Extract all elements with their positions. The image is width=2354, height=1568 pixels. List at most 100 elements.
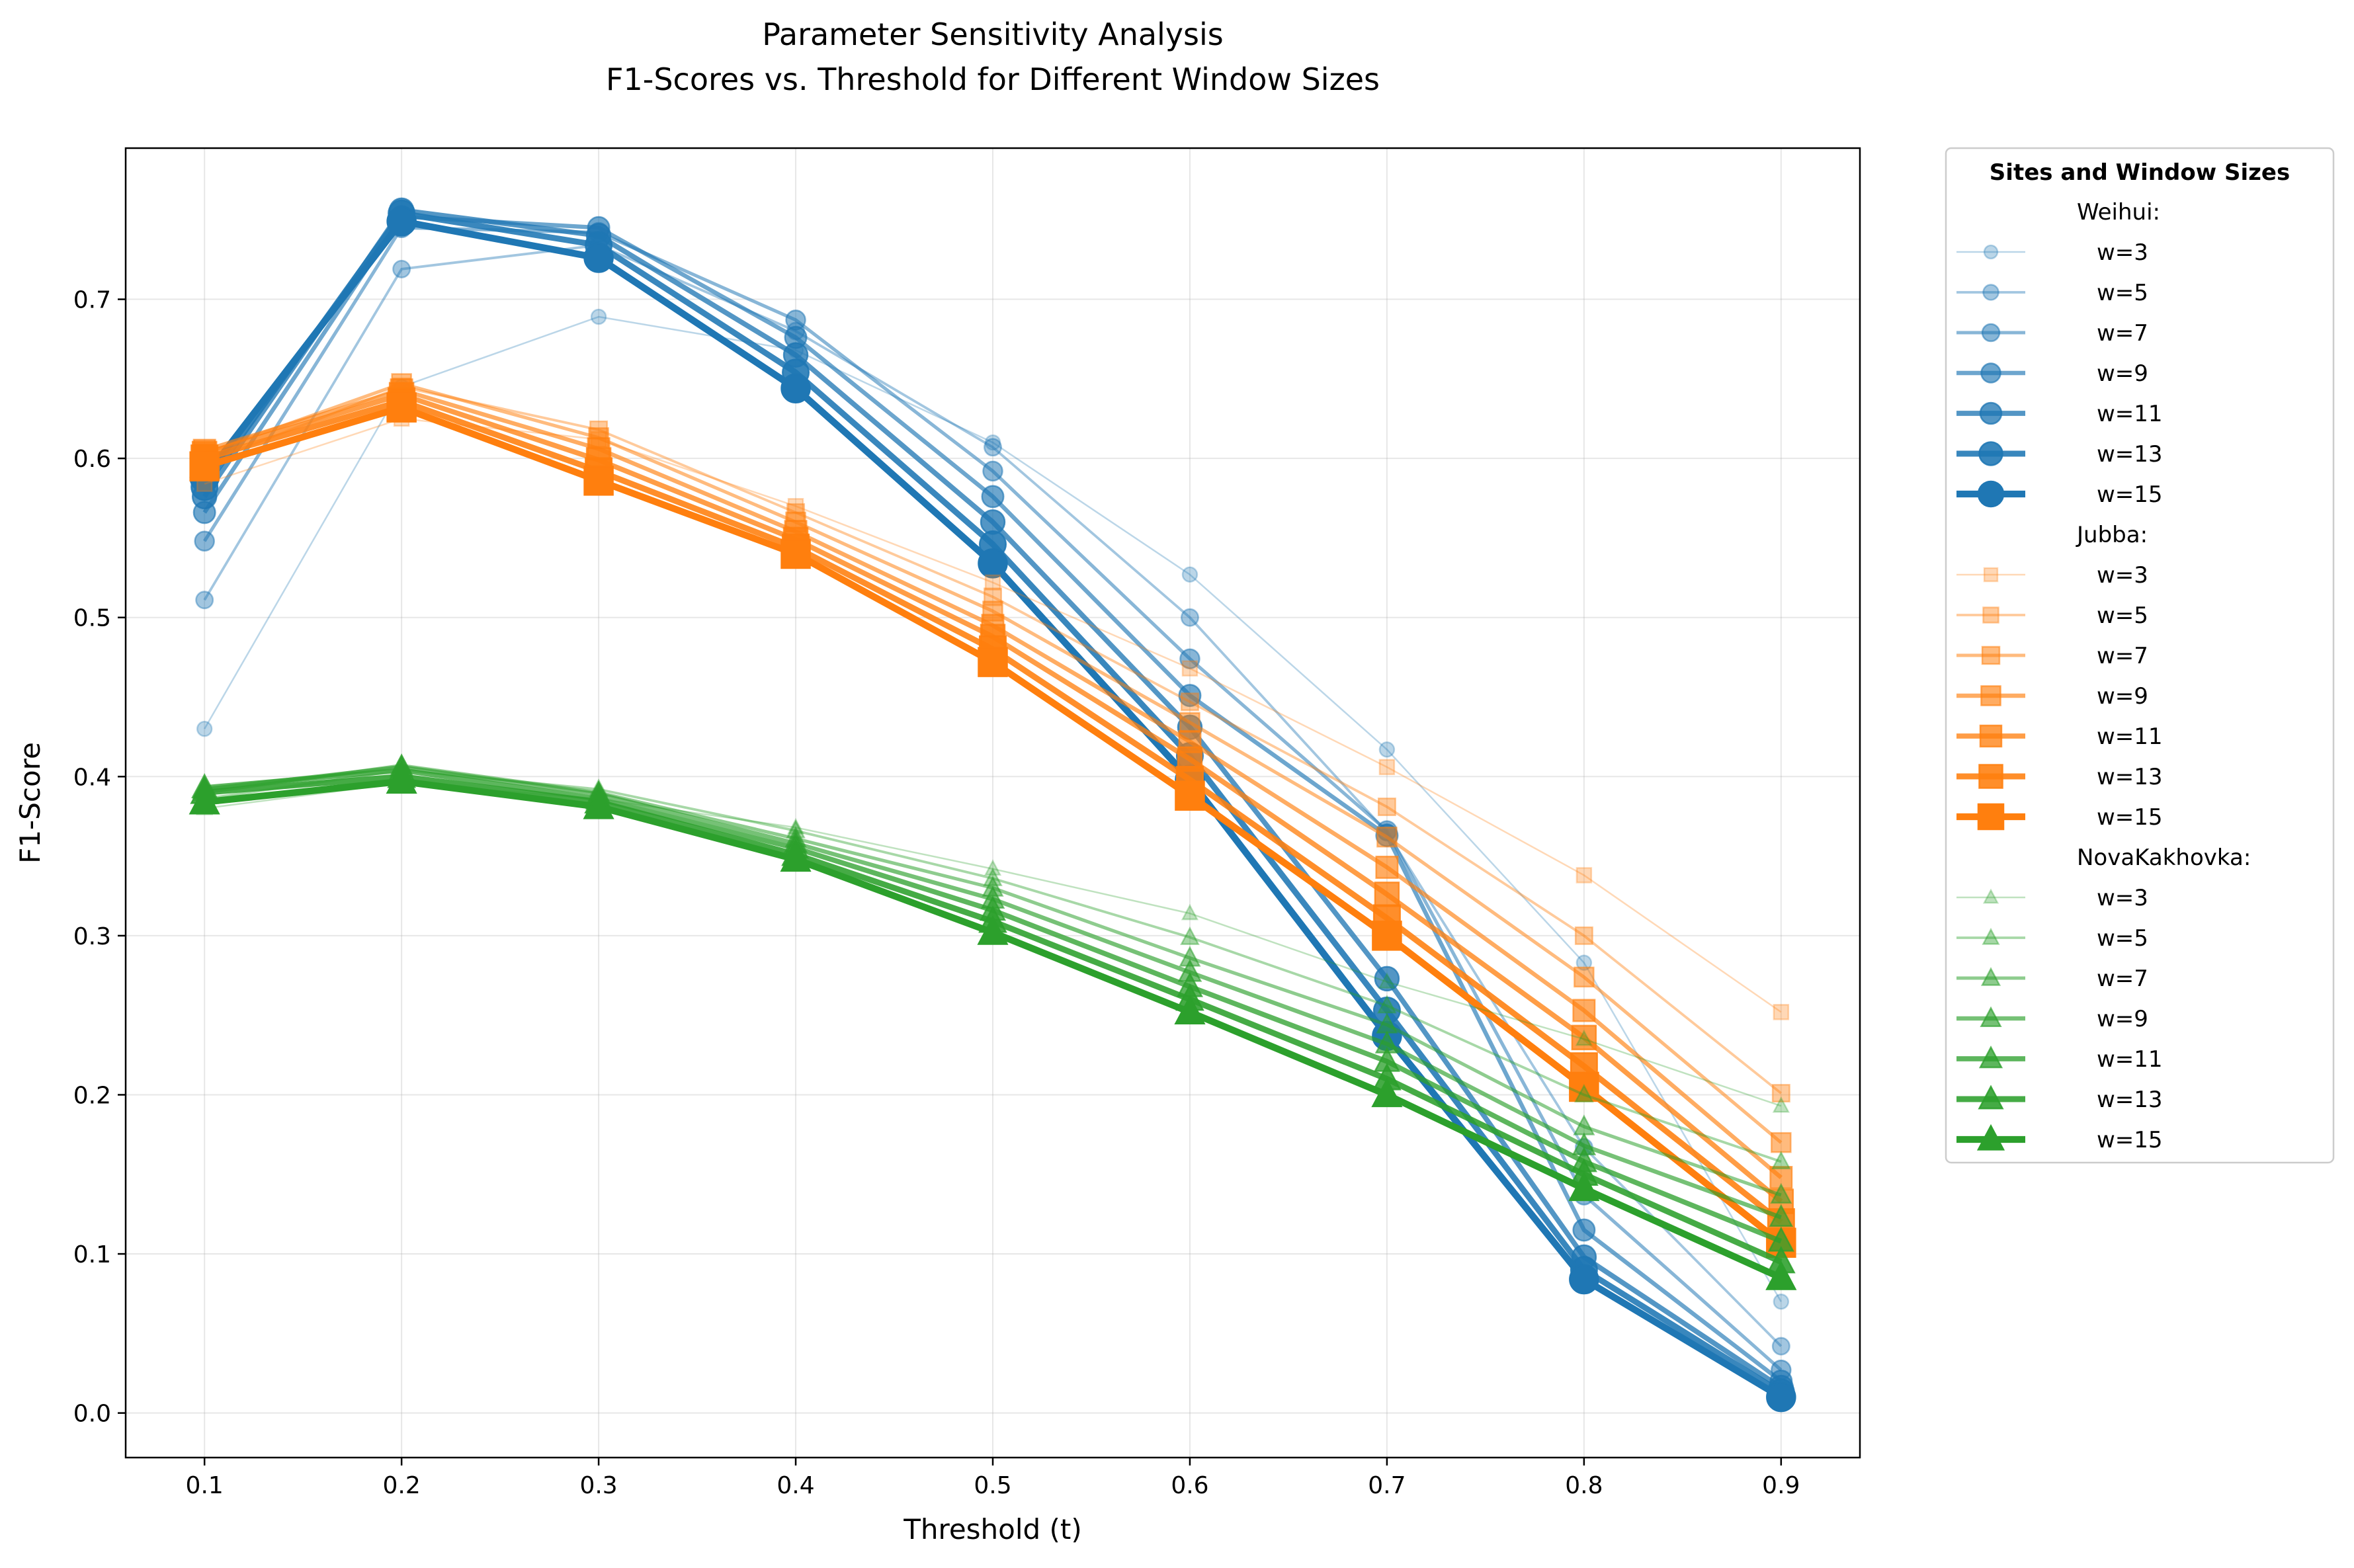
legend-marker-swatch xyxy=(1982,606,1999,624)
data-point xyxy=(196,720,213,737)
data-point xyxy=(590,308,607,325)
legend-entry: w=7 xyxy=(1956,643,2148,669)
y-tick-label: 0.5 xyxy=(73,605,111,632)
y-tick-label: 0.3 xyxy=(73,923,111,950)
legend-marker-swatch xyxy=(1981,645,2001,665)
legend-entry-label: w=7 xyxy=(2097,966,2148,992)
legend-entry: w=11 xyxy=(1956,723,2163,750)
legend-entry: w=5 xyxy=(1956,925,2148,952)
data-point xyxy=(1180,608,1199,627)
legend-marker-swatch xyxy=(1979,401,2003,425)
legend-marker-swatch xyxy=(1983,244,1999,260)
legend-entry: w=11 xyxy=(1956,401,2163,427)
data-point xyxy=(980,509,1006,535)
legend-entry-label: w=13 xyxy=(2097,1087,2163,1113)
legend-marker-swatch xyxy=(1978,1046,2003,1069)
legend-entry-label: w=7 xyxy=(2097,643,2148,669)
data-point xyxy=(386,206,417,237)
data-point xyxy=(583,243,614,273)
data-point xyxy=(780,842,812,872)
x-tick-label: 0.1 xyxy=(186,1472,224,1499)
data-point xyxy=(1769,1204,1794,1227)
data-point xyxy=(1181,660,1198,677)
data-point xyxy=(1180,692,1199,712)
data-point xyxy=(977,915,1009,945)
legend-entry-label: w=9 xyxy=(2097,683,2148,710)
legend-entry: w=3 xyxy=(1956,885,2148,911)
legend-marker-swatch xyxy=(1982,927,2000,945)
y-tick-label: 0.4 xyxy=(73,764,111,791)
data-point xyxy=(1178,684,1202,708)
legend-entry-label: w=13 xyxy=(2097,764,2163,790)
x-tick-label: 0.7 xyxy=(1368,1472,1406,1499)
data-point xyxy=(1773,1004,1790,1020)
data-point xyxy=(1765,1260,1797,1290)
legend-entry-label: w=3 xyxy=(2097,562,2148,589)
legend-entry-label: w=15 xyxy=(2097,481,2163,508)
data-point xyxy=(1568,1171,1600,1202)
data-point xyxy=(981,485,1005,509)
chart-subtitle: F1-Scores vs. Threshold for Different Wi… xyxy=(606,62,1380,97)
data-point xyxy=(1371,1077,1403,1108)
data-point xyxy=(583,790,614,819)
legend-marker-swatch xyxy=(1978,764,2003,789)
legend-entry: w=7 xyxy=(1956,320,2148,347)
legend-entry: w=3 xyxy=(1956,562,2148,589)
legend-site-label: Jubba: xyxy=(2076,522,2148,548)
legend-site-label: NovaKakhovka: xyxy=(2077,845,2251,871)
series-novakakhovka-w15 xyxy=(189,764,1797,1290)
x-tick-label: 0.3 xyxy=(579,1472,617,1499)
data-point xyxy=(386,392,417,423)
legend-entry: w=7 xyxy=(1956,966,2148,992)
data-point xyxy=(1181,903,1199,921)
data-point xyxy=(189,784,220,815)
data-point xyxy=(583,466,614,496)
legend-entry-label: w=5 xyxy=(2097,602,2148,629)
legend-entry-label: w=7 xyxy=(2097,320,2148,347)
legend-marker-swatch xyxy=(1980,967,2001,986)
data-point xyxy=(984,859,1002,876)
legend-entry: w=15 xyxy=(1956,803,2163,831)
data-point xyxy=(194,530,215,552)
legend-entry: w=15 xyxy=(1956,1124,2163,1153)
data-point xyxy=(1377,798,1396,817)
legend-marker-swatch xyxy=(1982,888,1999,904)
legend-marker-swatch xyxy=(1980,362,2001,384)
data-point xyxy=(978,548,1008,579)
data-point xyxy=(1571,1024,1597,1051)
legend-entry-label: w=15 xyxy=(2097,1127,2163,1153)
legend-frame xyxy=(1945,147,2335,1164)
data-point xyxy=(1771,1084,1790,1103)
legend-entry: w=13 xyxy=(1956,764,2163,790)
data-point xyxy=(386,764,417,794)
data-point xyxy=(1374,882,1400,907)
data-point xyxy=(1572,999,1596,1022)
y-tick-label: 0.0 xyxy=(73,1401,111,1428)
data-point xyxy=(1569,1071,1599,1102)
data-point xyxy=(1376,826,1398,848)
legend-marker-swatch xyxy=(1977,803,2005,831)
legend-marker-swatch xyxy=(1979,724,2003,748)
data-point xyxy=(1766,1382,1796,1413)
legend-entry: w=9 xyxy=(1956,683,2148,710)
data-point xyxy=(1375,855,1399,879)
legend-entry-label: w=15 xyxy=(2097,804,2163,831)
data-point xyxy=(1378,741,1396,758)
legend-marker-swatch xyxy=(1981,323,2001,343)
data-point xyxy=(1179,712,1200,733)
legend-entry-label: w=9 xyxy=(2097,1006,2148,1032)
data-point xyxy=(1374,966,1400,992)
data-point xyxy=(1569,1264,1599,1295)
data-point xyxy=(1378,972,1396,989)
data-point xyxy=(780,538,811,569)
legend-marker-swatch xyxy=(1976,1124,2005,1151)
y-tick-label: 0.2 xyxy=(73,1082,111,1109)
x-tick-label: 0.4 xyxy=(777,1472,814,1499)
legend-entry: w=3 xyxy=(1956,239,2148,266)
legend-entry: w=15 xyxy=(1956,480,2163,508)
legend-entry-label: w=3 xyxy=(2097,885,2148,911)
legend-marker-swatch xyxy=(1982,284,1999,301)
data-point xyxy=(1378,759,1396,776)
